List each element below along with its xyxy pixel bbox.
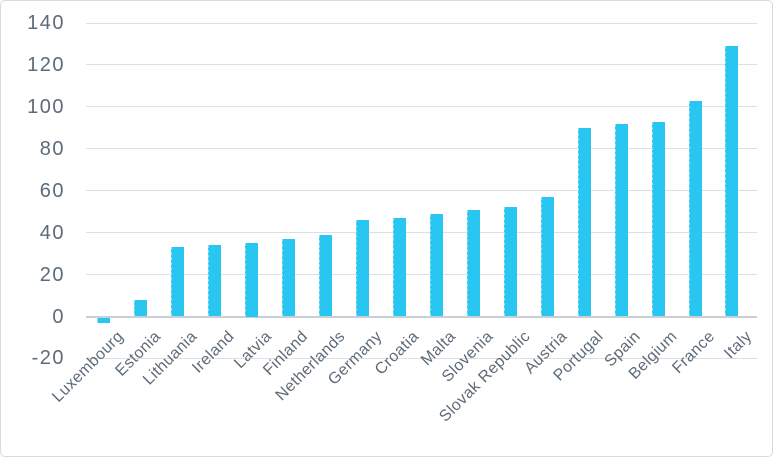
y-tick-label: -20 xyxy=(31,347,65,370)
bar-luxembourg xyxy=(97,317,111,323)
bar-france xyxy=(688,100,702,317)
y-tick-label: 0 xyxy=(52,305,65,328)
bar-latvia xyxy=(245,243,259,317)
y-tick-label: 120 xyxy=(27,53,65,76)
gridline xyxy=(86,274,757,276)
gridline xyxy=(86,190,757,192)
y-tick-label: 100 xyxy=(27,95,65,118)
y-tick-label: 20 xyxy=(39,263,65,286)
gridline xyxy=(86,148,757,150)
bar-italy xyxy=(725,46,739,317)
bar-finland xyxy=(282,238,296,317)
gridline xyxy=(86,106,757,108)
bar-lithuania xyxy=(171,247,185,317)
bar-slovenia xyxy=(466,209,480,317)
y-tick-label: 140 xyxy=(27,12,65,34)
y-tick-label: 80 xyxy=(39,137,65,160)
bar-estonia xyxy=(134,299,148,317)
bar-spain xyxy=(614,123,628,317)
bar-malta xyxy=(429,213,443,317)
gridline xyxy=(86,357,757,359)
gridline xyxy=(86,22,757,24)
y-tick-label: 40 xyxy=(39,221,65,244)
bar-croatia xyxy=(392,217,406,317)
bar-ireland xyxy=(208,245,222,317)
gridline xyxy=(86,232,757,234)
bar-slovak-republic xyxy=(503,207,517,317)
bar-portugal xyxy=(577,127,591,317)
bar-belgium xyxy=(651,121,665,317)
gridline xyxy=(86,64,757,66)
y-tick-label: 60 xyxy=(39,179,65,202)
bar-netherlands xyxy=(319,234,333,317)
zero-axis-line-rule xyxy=(86,315,757,318)
bar-austria xyxy=(540,197,554,317)
bar-germany xyxy=(356,220,370,317)
